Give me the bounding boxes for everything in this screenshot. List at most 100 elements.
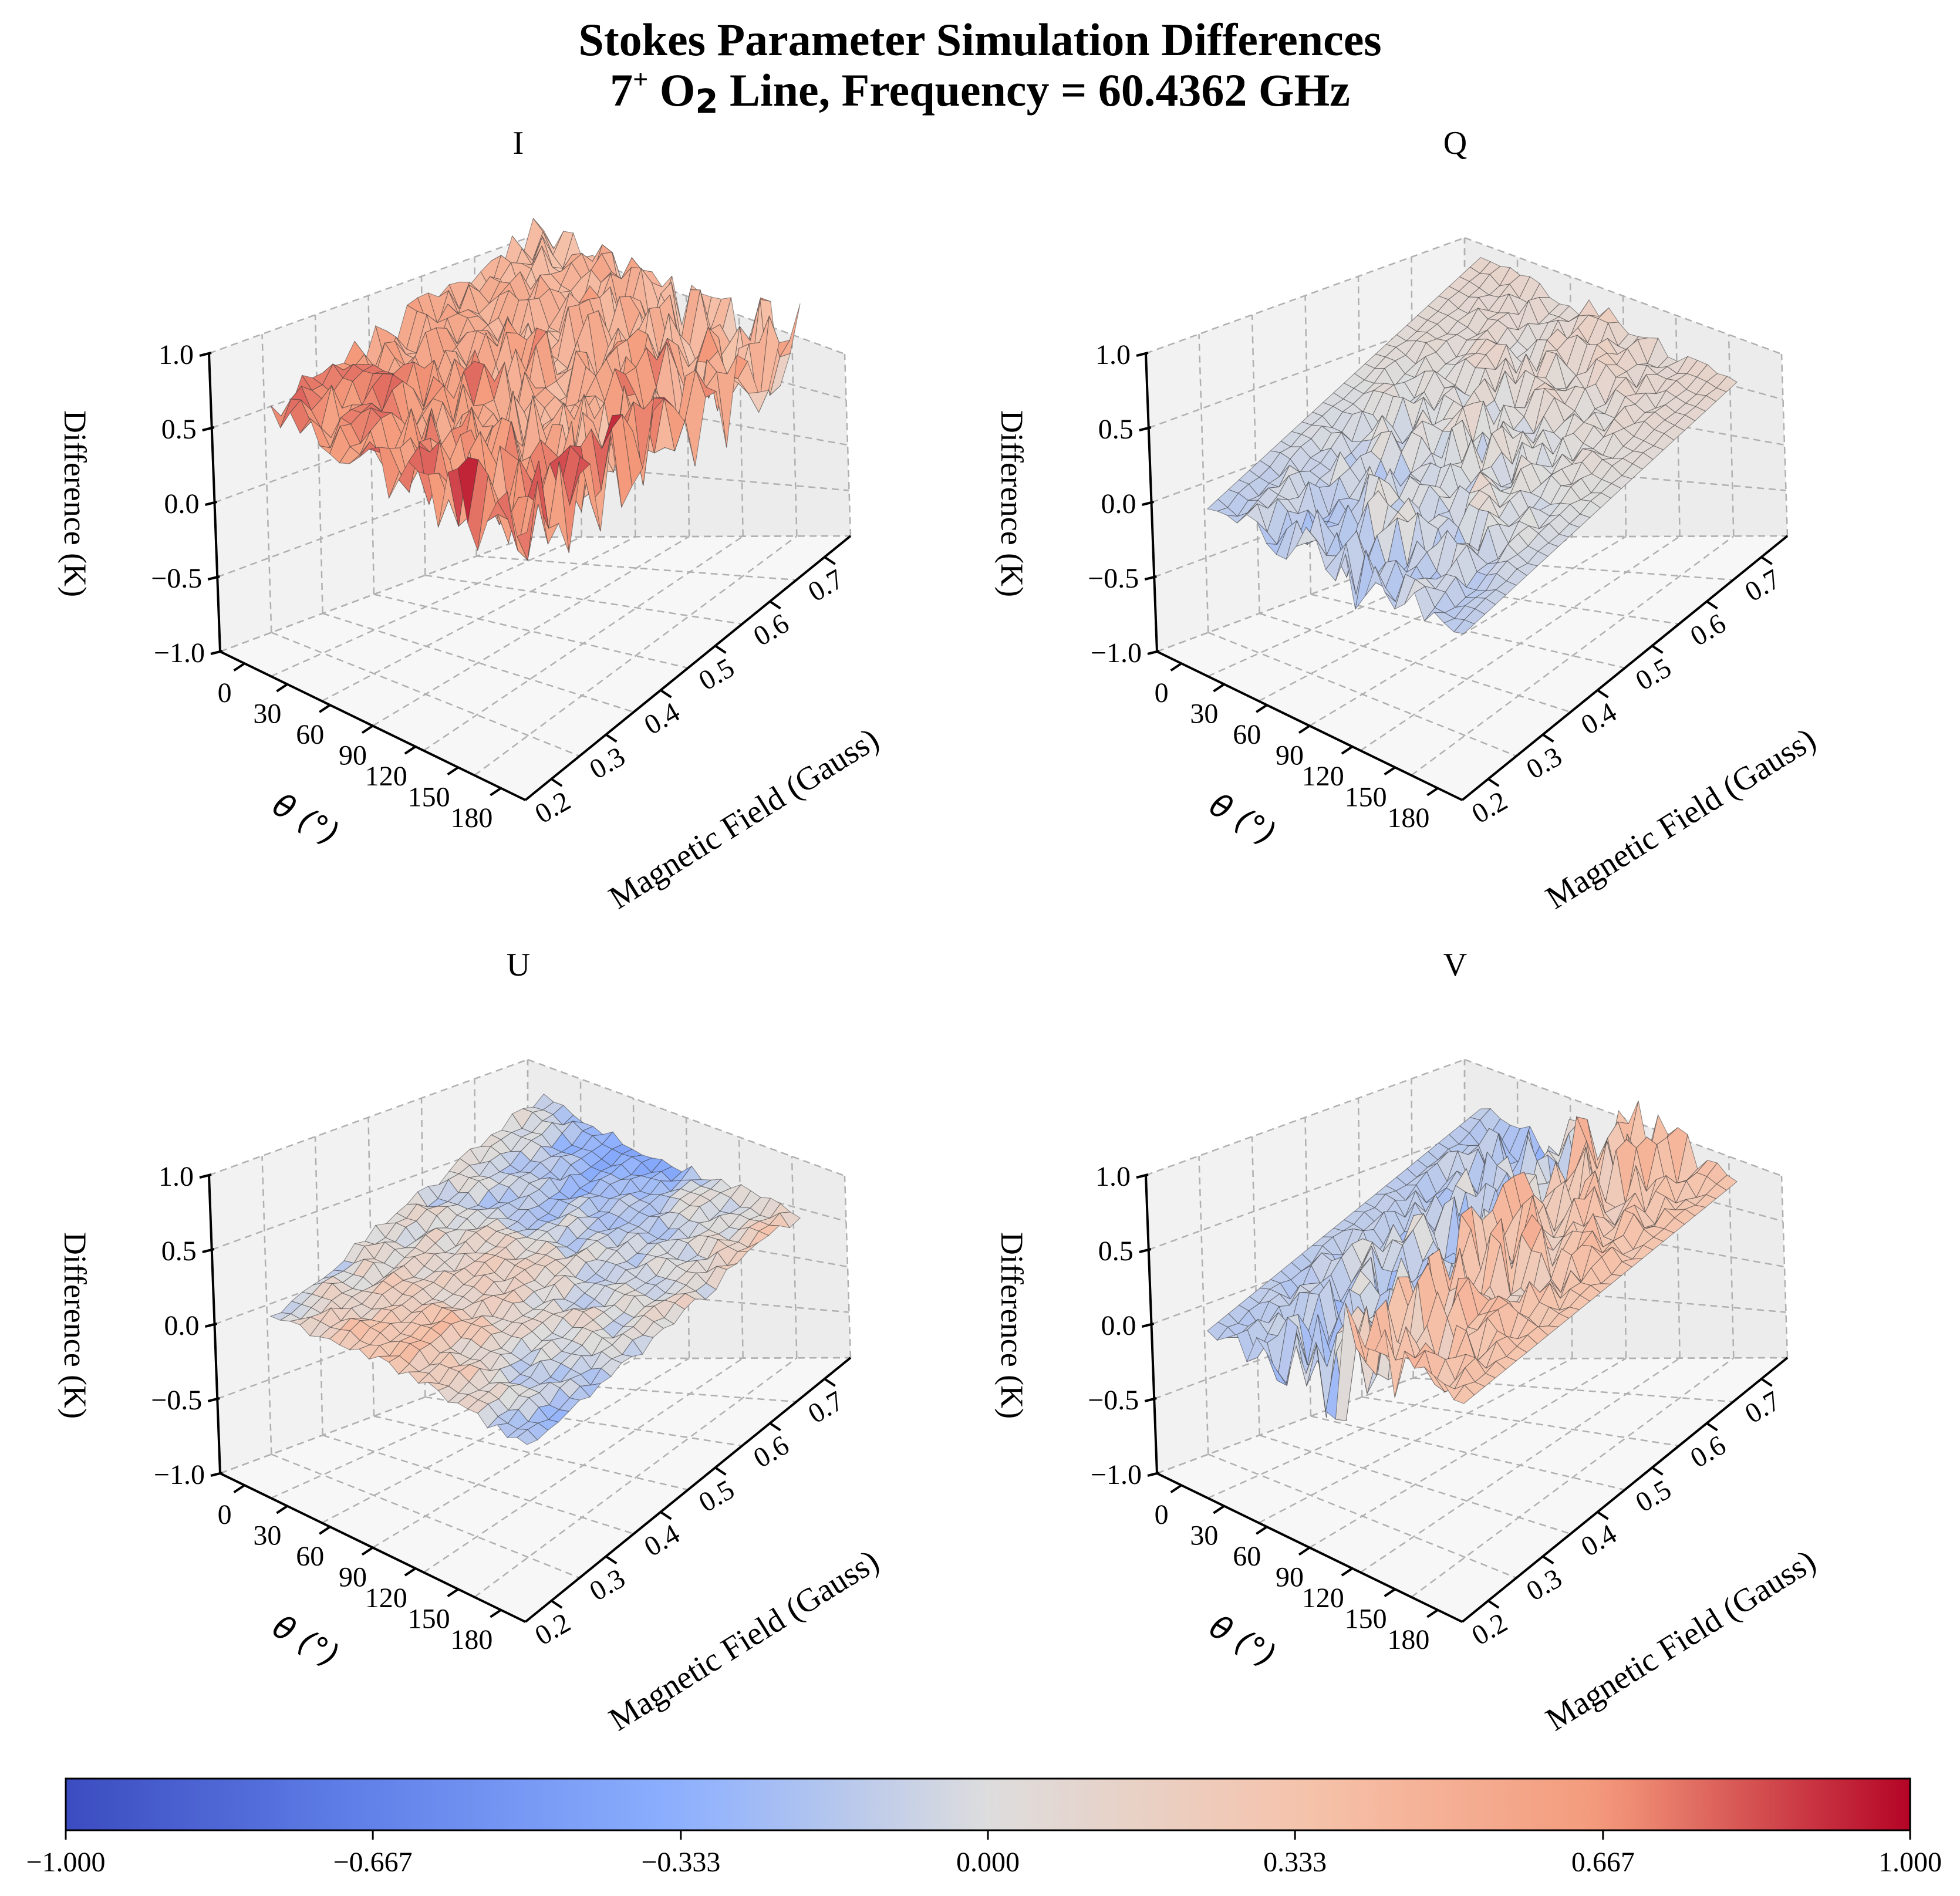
z-tick-label: 1.0 — [158, 339, 194, 370]
surface-mesh — [269, 1093, 801, 1445]
theta-tick — [1256, 1526, 1268, 1535]
floor-gridline-field — [474, 1357, 798, 1598]
figure-title: Stokes Parameter Simulation Differences — [578, 14, 1382, 65]
field-tick — [714, 645, 727, 654]
z-tick — [1142, 501, 1154, 506]
theta-tick-label: 90 — [1276, 1562, 1304, 1593]
surface-cell — [1453, 619, 1475, 635]
surface-cell — [516, 1429, 538, 1445]
field-axis-label: Magnetic Field (Gauss) — [603, 1543, 885, 1738]
right-wall-gridline-v — [738, 315, 744, 537]
floor-pane — [220, 536, 851, 800]
z-tick — [1136, 352, 1149, 357]
theta-axis-label: θ (°) — [1203, 1608, 1283, 1675]
left-wall-gridline-v — [261, 334, 272, 633]
subtitle-superscript: + — [633, 64, 649, 94]
theta-tick — [233, 1484, 245, 1493]
theta-tick — [319, 704, 331, 713]
z-tick-label: −0.5 — [151, 563, 202, 594]
theta-tick-label: 180 — [1387, 1624, 1429, 1655]
theta-tick-label: 180 — [450, 802, 492, 834]
theta-tick-label: 120 — [1302, 761, 1344, 792]
theta-tick-label: 30 — [1190, 1520, 1218, 1551]
left-wall-gridline-v — [314, 315, 323, 614]
colorbar-tick-label: 1.000 — [1878, 1847, 1942, 1878]
z-tick-label: 0.0 — [164, 488, 200, 519]
z-tick — [1144, 575, 1157, 581]
field-tick — [1597, 1511, 1609, 1520]
theta-tick-label: 90 — [339, 740, 367, 771]
left-wall-gridline-v — [1304, 295, 1312, 595]
field-tick — [1760, 1378, 1773, 1387]
z-tick-label: 0.5 — [161, 414, 197, 445]
floor-gridline-field — [321, 536, 636, 702]
field-tick — [1651, 645, 1664, 654]
left-wall-gridline-v — [314, 1136, 323, 1436]
floor-gridline-field — [1359, 535, 1681, 751]
z-tick — [1136, 1173, 1149, 1179]
theta-tick-label: 150 — [408, 1603, 450, 1634]
floor-pane — [1157, 1358, 1787, 1622]
z-tick — [210, 650, 223, 655]
theta-tick — [1341, 1567, 1353, 1577]
z-tick-label: 1.0 — [1095, 339, 1131, 370]
theta-tick — [447, 766, 459, 776]
floor-gridline-field — [423, 535, 744, 751]
theta-tick — [1170, 662, 1182, 672]
z-tick-label: 0.5 — [1098, 1236, 1134, 1267]
floor-gridline-field — [423, 1357, 744, 1573]
z-tick — [202, 426, 215, 431]
z-tick — [205, 1323, 217, 1328]
field-tick — [660, 1511, 672, 1520]
z-tick — [199, 352, 212, 357]
theta-tick — [1213, 683, 1225, 693]
z-tick-label: 0.5 — [161, 1236, 197, 1267]
field-tick — [769, 600, 781, 610]
floor-gridline-field — [1411, 535, 1735, 776]
field-tick — [1706, 1422, 1718, 1432]
field-tick — [1542, 733, 1554, 743]
theta-tick — [1426, 1609, 1439, 1618]
theta-tick — [1298, 1546, 1311, 1556]
floor-gridline-field — [271, 536, 582, 677]
z-tick-label: 1.0 — [158, 1161, 194, 1192]
z-tick — [199, 1173, 212, 1179]
field-tick — [660, 689, 672, 699]
z-tick-label: −0.5 — [151, 1385, 202, 1416]
panel-title: I — [513, 125, 524, 161]
left-wall-gridline-v — [1198, 1156, 1209, 1455]
z-tick — [205, 501, 217, 506]
field-tick — [605, 1555, 618, 1565]
field-tick — [551, 778, 563, 787]
theta-tick-label: 150 — [408, 781, 450, 812]
field-tick — [769, 1422, 781, 1432]
z-tick — [207, 575, 220, 581]
field-tick — [1542, 1555, 1554, 1565]
floor-gridline-field — [474, 535, 798, 776]
field-axis-line — [1461, 535, 1789, 801]
field-tick — [605, 733, 618, 743]
left-wall-gridline-v — [367, 295, 375, 595]
field-tick — [1651, 1466, 1664, 1476]
colorbar-tick-label: 0.333 — [1263, 1847, 1327, 1878]
theta-tick-label: 30 — [253, 699, 281, 730]
theta-tick-label: 0 — [1155, 1499, 1169, 1530]
z-tick — [1142, 1323, 1154, 1328]
theta-tick — [276, 683, 288, 693]
field-tick — [714, 1466, 727, 1476]
theta-tick-label: 0 — [218, 677, 232, 709]
colorbar-tick-label: 0.667 — [1571, 1847, 1635, 1878]
theta-tick — [1384, 1588, 1396, 1598]
theta-tick — [1384, 766, 1396, 776]
theta-tick-label: 150 — [1345, 1603, 1387, 1634]
surface-mesh — [1207, 1100, 1738, 1421]
theta-tick-label: 60 — [1233, 719, 1261, 750]
right-wall-gridline-v — [1780, 1175, 1789, 1358]
subtitle-text: Line, Frequency = 60.4362 GHz — [718, 65, 1350, 116]
z-tick-label: 0.0 — [164, 1310, 200, 1341]
field-tick — [1487, 778, 1500, 787]
colorbar-tick-label: −1.000 — [26, 1847, 105, 1878]
